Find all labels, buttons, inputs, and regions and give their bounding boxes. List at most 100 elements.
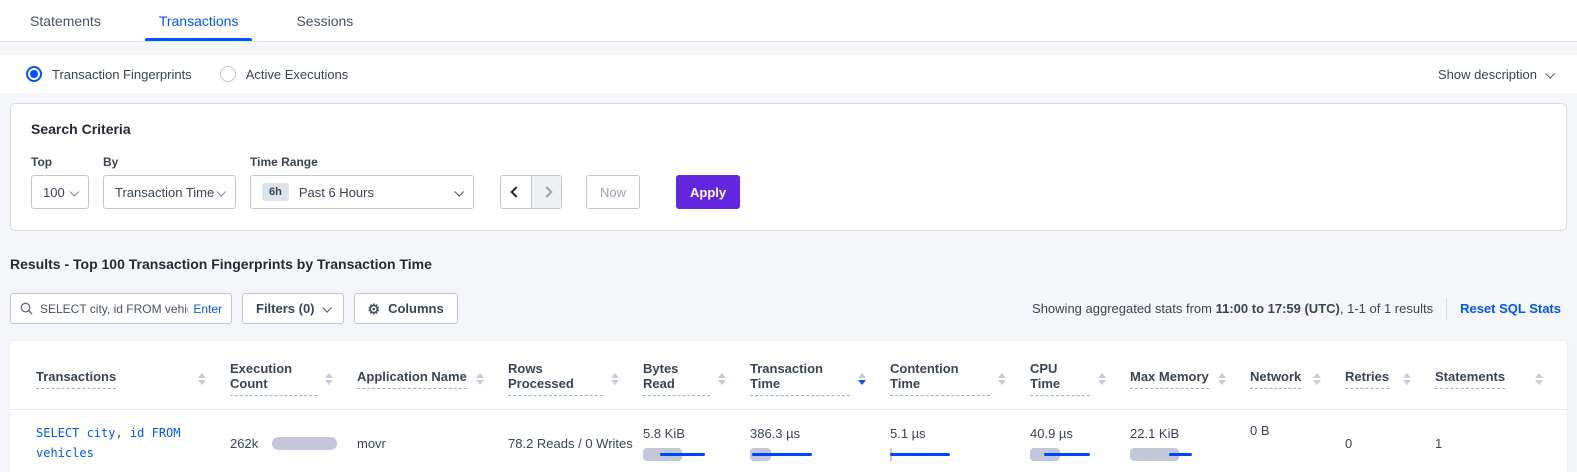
by-field: By Transaction Time <box>103 155 236 209</box>
tab-transactions[interactable]: Transactions <box>144 0 253 41</box>
radio-active-executions[interactable]: Active Executions <box>219 66 348 82</box>
divider <box>1446 297 1448 320</box>
time-range-field: Time Range 6h Past 6 Hours <box>250 155 474 209</box>
results-table-card: Transactions Execution Count Application… <box>10 341 1567 472</box>
by-label: By <box>103 155 119 169</box>
time-range-prev-button[interactable] <box>501 176 531 208</box>
stats-suffix: , 1-1 of 1 results <box>1339 301 1434 316</box>
columns-label: Columns <box>388 301 444 316</box>
top-field: Top 100 <box>31 155 89 209</box>
time-range-badge: 6h <box>262 183 289 201</box>
col-header-network[interactable]: Network <box>1250 341 1345 410</box>
col-header-transaction-time[interactable]: Transaction Time <box>750 341 890 410</box>
top-select[interactable]: 100 <box>31 175 89 209</box>
radio-transaction-fingerprints[interactable]: Transaction Fingerprints <box>26 66 192 82</box>
tab-statements[interactable]: Statements <box>30 12 101 29</box>
sort-icon[interactable] <box>850 372 866 385</box>
sort-icon[interactable] <box>990 372 1006 385</box>
table-row: SELECT city, id FROM vehicles 262k movr … <box>10 409 1567 472</box>
sort-icon[interactable] <box>1210 372 1226 385</box>
col-header-execution-count[interactable]: Execution Count <box>230 341 357 410</box>
col-header-transactions[interactable]: Transactions <box>10 341 230 410</box>
cell-rows-processed: 78.2 Reads / 0 Writes <box>508 409 643 472</box>
reset-sql-stats-link[interactable]: Reset SQL Stats <box>1460 301 1561 316</box>
sort-icon[interactable] <box>603 372 619 385</box>
col-header-application-name[interactable]: Application Name <box>357 341 508 410</box>
chevron-down-icon <box>321 302 332 313</box>
chevron-down-icon <box>216 186 227 197</box>
sort-icon[interactable] <box>317 372 333 385</box>
by-select[interactable]: Transaction Time <box>103 175 236 209</box>
sort-icon[interactable] <box>1305 372 1321 385</box>
gear-icon: ⚙ <box>367 300 381 317</box>
now-button[interactable]: Now <box>586 175 641 209</box>
chevron-right-icon <box>540 186 553 198</box>
time-range-next-button[interactable] <box>531 176 561 208</box>
cell-contention-time: 5.1 µs <box>890 409 1030 472</box>
view-toggle-band: Transaction Fingerprints Active Executio… <box>0 55 1577 93</box>
cell-max-memory: 22.1 KiB <box>1130 409 1250 472</box>
time-range-value: Past 6 Hours <box>298 184 374 200</box>
cell-transaction-time: 386.3 µs <box>750 409 890 472</box>
results-title: Results - Top 100 Transaction Fingerprin… <box>10 256 432 272</box>
search-criteria-title: Search Criteria <box>31 121 131 137</box>
tab-sessions[interactable]: Sessions <box>296 12 354 29</box>
show-description-label: Show description <box>1438 66 1537 82</box>
execution-count-bar <box>272 436 338 450</box>
columns-button[interactable]: ⚙ Columns <box>353 293 458 324</box>
chevron-down-icon <box>1545 68 1556 79</box>
filters-button[interactable]: Filters (0) <box>242 293 344 324</box>
results-toolbar: Enter Filters (0) ⚙ Columns Showing aggr… <box>10 293 1567 324</box>
show-description-toggle[interactable]: Show description <box>1438 66 1556 82</box>
sort-icon[interactable] <box>1527 372 1543 385</box>
radio-unselected-icon <box>219 66 236 82</box>
col-header-statements[interactable]: Statements <box>1435 341 1567 410</box>
cell-network: 0 B <box>1250 409 1345 472</box>
transaction-fingerprint-link[interactable]: SELECT city, id FROM vehicles <box>36 426 181 461</box>
top-label: Top <box>31 155 53 169</box>
search-input[interactable] <box>40 301 189 316</box>
sort-icon[interactable] <box>1395 372 1411 385</box>
apply-button[interactable]: Apply <box>676 175 741 209</box>
time-range-select[interactable]: 6h Past 6 Hours <box>250 175 474 209</box>
max-memory-bar <box>1130 447 1195 461</box>
search-box[interactable]: Enter <box>10 293 232 324</box>
contention-time-bar <box>890 447 955 461</box>
time-range-label: Time Range <box>250 155 318 169</box>
radio-selected-icon <box>26 66 42 82</box>
sort-icon[interactable] <box>1090 372 1106 385</box>
table-header-row: Transactions Execution Count Application… <box>10 341 1567 410</box>
sort-icon[interactable] <box>468 372 484 385</box>
bytes-read-bar <box>643 447 708 461</box>
col-header-cpu-time[interactable]: CPU Time <box>1030 341 1130 410</box>
filters-label: Filters (0) <box>256 301 315 316</box>
col-header-bytes-read[interactable]: Bytes Read <box>643 341 750 410</box>
col-header-max-memory[interactable]: Max Memory <box>1130 341 1250 410</box>
search-icon <box>20 302 33 315</box>
col-header-rows-processed[interactable]: Rows Processed <box>508 341 643 410</box>
col-header-contention-time[interactable]: Contention Time <box>890 341 1030 410</box>
search-enter-button[interactable]: Enter <box>193 301 222 316</box>
transaction-time-bar <box>750 447 815 461</box>
radio-label: Transaction Fingerprints <box>52 66 192 82</box>
cell-application-name: movr <box>357 409 508 472</box>
chevron-down-icon <box>454 186 465 197</box>
cell-execution-count: 262k <box>230 409 357 472</box>
stats-range: 11:00 to 17:59 (UTC) <box>1215 301 1340 316</box>
chevron-left-icon <box>510 186 522 198</box>
sort-icon[interactable] <box>710 372 726 385</box>
chevron-down-icon <box>69 186 80 197</box>
search-criteria-card: Search Criteria Top 100 By Transaction T… <box>10 103 1567 231</box>
page-tabs: Statements Transactions Sessions <box>0 0 1577 42</box>
time-range-nav <box>500 175 562 209</box>
top-value: 100 <box>43 184 65 200</box>
sort-icon[interactable] <box>190 372 206 385</box>
cell-retries: 0 <box>1345 409 1435 472</box>
cell-bytes-read: 5.8 KiB <box>643 409 750 472</box>
by-value: Transaction Time <box>115 184 215 200</box>
aggregated-stats: Showing aggregated stats from 11:00 to 1… <box>1032 297 1567 320</box>
cpu-time-bar <box>1030 447 1095 461</box>
transactions-table: Transactions Execution Count Application… <box>10 341 1567 472</box>
cell-cpu-time: 40.9 µs <box>1030 409 1130 472</box>
col-header-retries[interactable]: Retries <box>1345 341 1435 410</box>
